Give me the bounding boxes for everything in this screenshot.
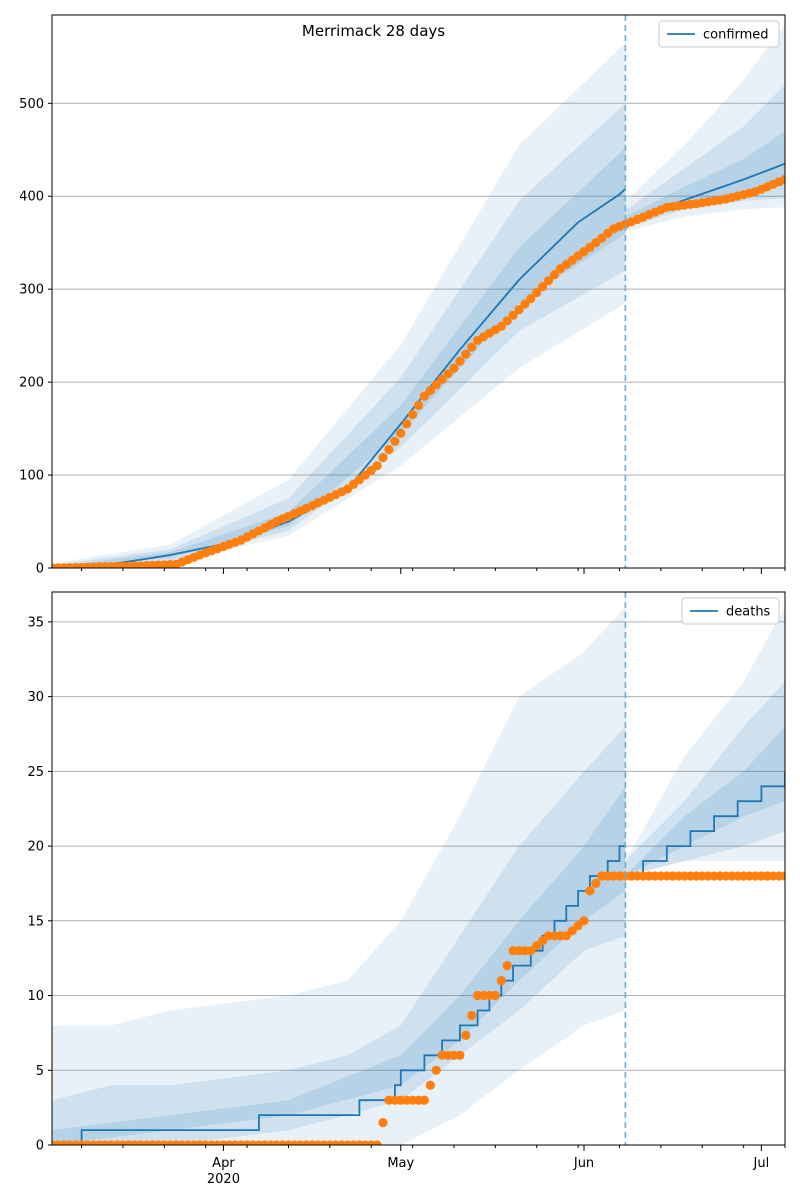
series-line-deaths <box>625 771 785 877</box>
chart-title: Merrimack 28 days <box>302 22 445 40</box>
x-tick-label: Apr <box>212 1156 235 1171</box>
observed-point <box>496 976 506 986</box>
y-tick-label: 0 <box>36 562 44 577</box>
plot-area <box>52 24 785 568</box>
observed-point <box>543 276 554 286</box>
legend-box <box>658 20 780 48</box>
band-outer <box>52 42 626 568</box>
observed-point <box>780 871 785 881</box>
observed-point <box>461 1030 471 1040</box>
observed-point <box>538 282 548 292</box>
observed-point <box>455 356 465 366</box>
observed-point <box>585 886 595 896</box>
observed-point <box>431 1065 441 1075</box>
observed-point <box>455 1050 465 1060</box>
legend-label: deaths <box>726 605 771 620</box>
axes-frame <box>51 591 786 1146</box>
observed-point <box>419 1095 429 1105</box>
observed-point <box>549 270 560 280</box>
observed-point <box>408 410 418 420</box>
band-outer <box>625 606 785 876</box>
observed-point <box>437 374 447 384</box>
y-tick-label: 100 <box>19 469 44 484</box>
confirmed-panel: Merrimack 28 days 0 100 200 300 400 500 confir… <box>19 14 786 577</box>
observed-point <box>372 1140 382 1145</box>
observed-point <box>490 990 500 1001</box>
observed-point <box>526 293 536 304</box>
observed-point <box>579 916 589 926</box>
x-tick-label: Jun <box>573 1156 594 1171</box>
observed-point <box>425 1080 435 1090</box>
y-tick-label: 10 <box>27 989 44 1004</box>
y-tick-label: 300 <box>19 283 44 298</box>
observed-point <box>449 363 459 373</box>
band-middle <box>52 103 626 568</box>
y-tick-label: 20 <box>27 840 44 855</box>
y-tick-label: 400 <box>19 190 44 205</box>
legend: deaths <box>681 597 780 625</box>
observed-point <box>378 1118 388 1128</box>
observed-point <box>396 428 406 438</box>
y-tick-label: 0 <box>36 1139 44 1154</box>
y-tick-label: 35 <box>27 615 44 630</box>
y-tick-label: 5 <box>36 1064 44 1079</box>
plot-area <box>52 606 785 1145</box>
observed-point <box>502 961 512 971</box>
observed-point <box>384 444 394 455</box>
observed-point <box>467 1010 477 1021</box>
y-tick-label: 500 <box>19 97 44 112</box>
band-middle <box>52 726 626 1145</box>
axes-frame <box>51 14 786 569</box>
x-tick-label: May <box>387 1156 414 1171</box>
band-middle <box>625 681 785 876</box>
observed-point <box>372 461 382 471</box>
observed-point <box>402 419 412 429</box>
observed-point <box>496 321 506 331</box>
band-inner <box>625 726 785 876</box>
legend-box <box>681 597 780 625</box>
band-inner <box>625 131 785 225</box>
observed-point <box>467 342 477 352</box>
observed-point <box>431 380 441 390</box>
observed-point <box>780 174 785 185</box>
y-tick-label: 200 <box>19 376 44 391</box>
observed-point <box>443 369 453 379</box>
x-tick-sublabel: 2020 <box>207 1172 240 1187</box>
observed-point <box>502 316 512 326</box>
observed-point <box>532 287 542 298</box>
series-line-confirmed <box>52 188 627 568</box>
observed-point <box>419 391 429 401</box>
observed-point <box>461 349 471 359</box>
observed-point <box>425 385 435 396</box>
observed-point <box>514 305 524 315</box>
y-tick-label: 15 <box>27 914 44 929</box>
observed-point <box>378 453 388 463</box>
observed-point <box>390 436 400 446</box>
y-tick-label: 30 <box>27 690 44 705</box>
x-tick-label: Jul <box>753 1156 770 1171</box>
y-tick-label: 25 <box>27 765 44 780</box>
legend-label: confirmed <box>703 28 769 43</box>
observed-point <box>413 400 424 410</box>
band-inner <box>52 147 626 568</box>
observed-point <box>591 878 601 889</box>
observed-point <box>520 299 530 309</box>
legend: confirmed <box>658 20 780 48</box>
observed-point <box>508 310 518 320</box>
